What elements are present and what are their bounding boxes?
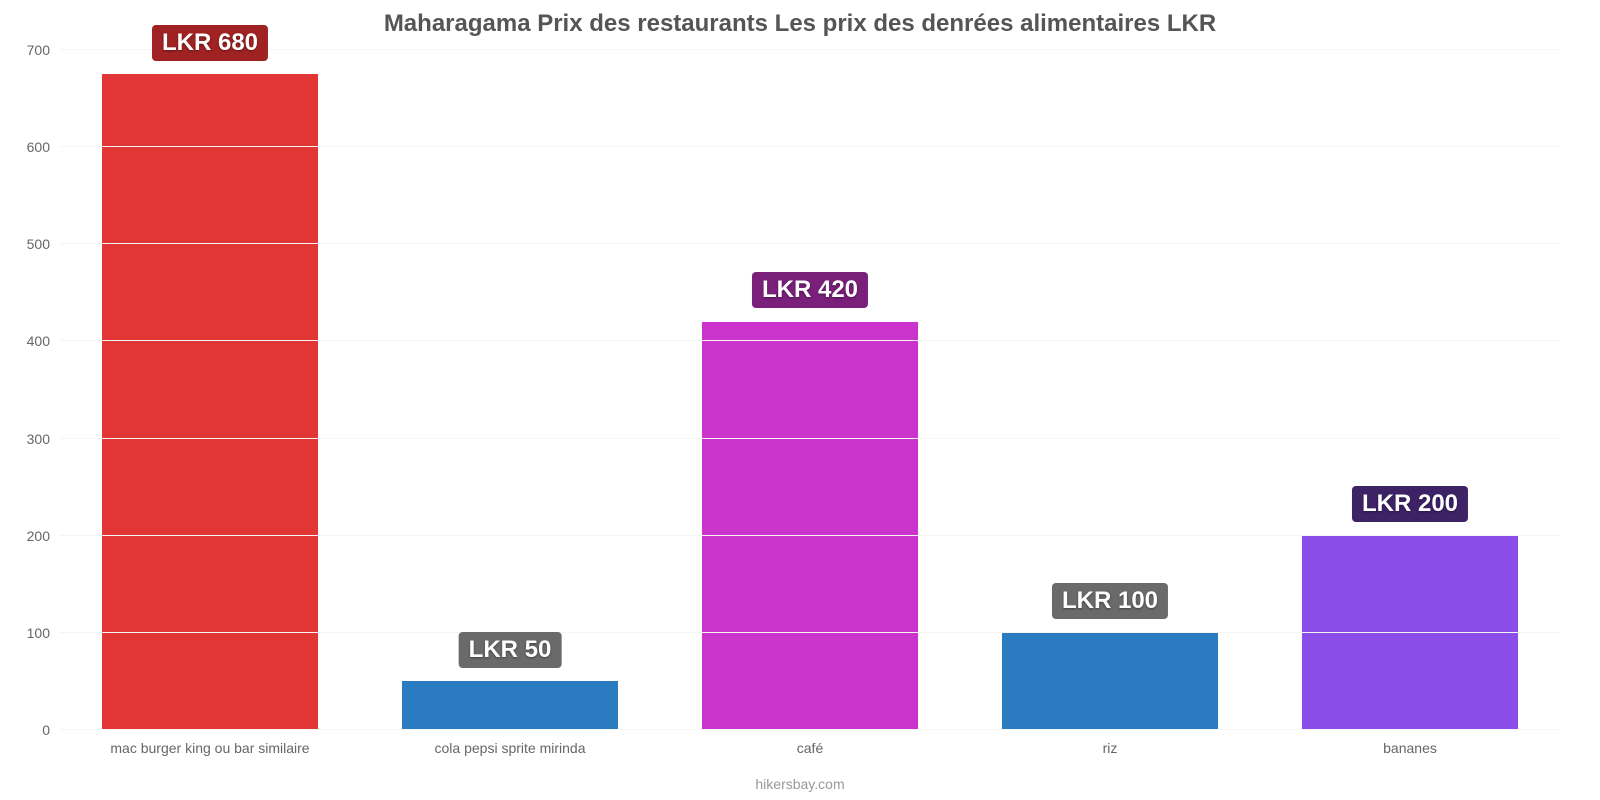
- data-label: LKR 680: [152, 25, 268, 61]
- source-attribution: hikersbay.com: [0, 776, 1600, 792]
- data-label: LKR 100: [1052, 583, 1168, 619]
- bar-slot: LKR 420café: [660, 50, 960, 730]
- bar: [1002, 633, 1218, 730]
- x-tick-label: bananes: [1260, 730, 1560, 756]
- y-tick-label: 100: [27, 625, 60, 641]
- y-tick-label: 400: [27, 333, 60, 349]
- plot-area: LKR 680mac burger king ou bar similaireL…: [60, 50, 1560, 730]
- x-tick-label: mac burger king ou bar similaire: [60, 730, 360, 756]
- y-tick-label: 500: [27, 236, 60, 252]
- x-tick-label: cola pepsi sprite mirinda: [360, 730, 660, 756]
- grid-line: [60, 729, 1560, 730]
- grid-line: [60, 243, 1560, 244]
- grid-line: [60, 340, 1560, 341]
- y-tick-label: 0: [42, 722, 60, 738]
- data-label: LKR 200: [1352, 486, 1468, 522]
- bar: [402, 681, 618, 730]
- bar-slot: LKR 680mac burger king ou bar similaire: [60, 50, 360, 730]
- bar-slot: LKR 100riz: [960, 50, 1260, 730]
- grid-line: [60, 146, 1560, 147]
- bar-chart: Maharagama Prix des restaurants Les prix…: [0, 0, 1600, 800]
- data-label: LKR 420: [752, 272, 868, 308]
- grid-line: [60, 632, 1560, 633]
- y-tick-label: 700: [27, 42, 60, 58]
- bar: [1302, 536, 1518, 730]
- bar-slot: LKR 50cola pepsi sprite mirinda: [360, 50, 660, 730]
- bars-container: LKR 680mac burger king ou bar similaireL…: [60, 50, 1560, 730]
- grid-line: [60, 438, 1560, 439]
- bar: [702, 322, 918, 730]
- x-tick-label: café: [660, 730, 960, 756]
- bar-slot: LKR 200bananes: [1260, 50, 1560, 730]
- grid-line: [60, 535, 1560, 536]
- grid-line: [60, 49, 1560, 50]
- data-label: LKR 50: [459, 632, 562, 668]
- y-tick-label: 300: [27, 431, 60, 447]
- x-tick-label: riz: [960, 730, 1260, 756]
- y-tick-label: 600: [27, 139, 60, 155]
- y-tick-label: 200: [27, 528, 60, 544]
